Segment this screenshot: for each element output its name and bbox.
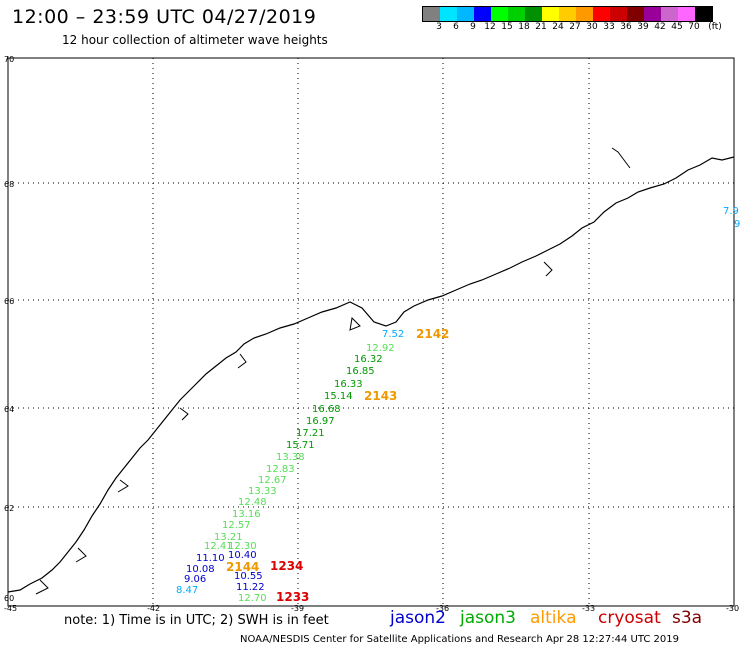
colorbar-swatch: [423, 7, 440, 21]
colorbar-label: 42: [654, 22, 666, 32]
colorbar-swatch: [457, 7, 474, 21]
longitude-label: -39: [291, 604, 304, 613]
colorbar-swatch: [559, 7, 576, 21]
map-subtitle: 12 hour collection of altimeter wave hei…: [62, 33, 328, 47]
greenland-coastline: [7, 156, 735, 593]
jason3-swh-value: 16.97: [306, 416, 335, 427]
colorbar-label: 36: [620, 22, 632, 32]
colorbar-swatch: [644, 7, 661, 21]
colorbar-label: (ft): [708, 22, 722, 32]
graticule: [8, 58, 734, 606]
colorbar-label: 30: [586, 22, 598, 32]
jason3-swh-value: 12.41: [204, 541, 233, 552]
longitude-label: -42: [147, 604, 160, 613]
jason3-swh-value: 13.38: [276, 452, 305, 463]
colorbar-swatch: [440, 7, 457, 21]
latitude-label: 60: [4, 594, 14, 603]
jason2-swh-value: 10.40: [228, 550, 257, 561]
jason2-swh-value: 11.10: [196, 553, 225, 564]
swh-value: 9: [734, 219, 740, 230]
map-frame: [7, 57, 735, 607]
colorbar-labels: 3 6 9 12 15 18 21 24 27 30 33 36 39 42 45 70 (ft): [422, 22, 740, 34]
colorbar-swatch: [593, 7, 610, 21]
colorbar-swatch: [542, 7, 559, 21]
jason3-swh-value: 15.14: [324, 391, 353, 402]
jason3-swh-value: 12.48: [238, 497, 267, 508]
jason2-swh-value: 11.22: [236, 582, 265, 593]
altika-pass-id: 2143: [364, 389, 397, 403]
latitude-label: 70: [4, 55, 14, 64]
swh-value: 8.47: [176, 585, 198, 596]
footnote: note: 1) Time is in UTC; 2) SWH is in fe…: [64, 613, 329, 628]
jason3-swh-value: 16.33: [334, 379, 363, 390]
jason3-swh-value: 12.30: [228, 541, 257, 552]
jason3-swh-value: 16.32: [354, 354, 383, 365]
jason3-swh-value: 13.33: [248, 486, 277, 497]
colorbar-swatch: [678, 7, 695, 21]
jason2-swh-value: 10.55: [234, 571, 263, 582]
colorbar-swatch: [525, 7, 542, 21]
longitude-label: -30: [726, 604, 739, 613]
jason3-swh-value: 16.85: [346, 366, 375, 377]
colorbar-label: 18: [518, 22, 530, 32]
colorbar-label: 21: [535, 22, 547, 32]
longitude-label: -36: [436, 604, 449, 613]
colorbar-swatch: [627, 7, 644, 21]
swh-value: 7.52: [382, 329, 404, 340]
cryosat-pass-id: 1233: [276, 590, 309, 604]
latitude-label: 64: [4, 405, 14, 414]
colorbar-label: 70: [688, 22, 700, 32]
map-title: 12:00 – 23:59 UTC 04/27/2019: [12, 6, 317, 28]
satellite-legend-jason2: jason2: [390, 608, 446, 628]
colorbar-label: 6: [453, 22, 459, 32]
credit-footer: NOAA/NESDIS Center for Satellite Applica…: [240, 634, 679, 645]
colorbar-swatch: [695, 7, 712, 21]
colorbar-swatch: [610, 7, 627, 21]
cryosat-pass-id: 1234: [270, 559, 303, 573]
jason3-swh-value: 17.21: [296, 428, 325, 439]
jason3-swh-value: 12.67: [258, 475, 287, 486]
jason3-swh-value: 16.68: [312, 404, 341, 415]
longitude-label: -45: [4, 604, 17, 613]
colorbar-swatch: [661, 7, 678, 21]
jason3-swh-value: 12.70: [238, 593, 267, 604]
satellite-legend-s3a: s3a: [672, 608, 703, 628]
jason3-swh-value: 12.83: [266, 464, 295, 475]
jason3-swh-value: 12.92: [366, 343, 395, 354]
satellite-legend-altika: altika: [530, 608, 577, 628]
colorbar-label: 12: [484, 22, 496, 32]
altika-pass-id: 2144: [226, 560, 259, 574]
jason2-swh-value: 10.08: [186, 564, 215, 575]
colorbar-label: 9: [470, 22, 476, 32]
jason3-swh-value: 13.16: [232, 509, 261, 520]
colorbar-swatch: [576, 7, 593, 21]
satellite-legend-jason3: jason3: [460, 608, 516, 628]
wave-height-colorbar: [422, 6, 713, 22]
longitude-label: -33: [582, 604, 595, 613]
greenland-coastline-islands: [35, 147, 631, 595]
latitude-label: 68: [4, 180, 14, 189]
colorbar-label: 27: [569, 22, 581, 32]
jason2-swh-value: 9.06: [184, 574, 206, 585]
latitude-label: 62: [4, 504, 14, 513]
colorbar-label: 24: [552, 22, 564, 32]
colorbar-swatch: [491, 7, 508, 21]
jason3-swh-value: 12.57: [222, 520, 251, 531]
colorbar-label: 45: [671, 22, 683, 32]
colorbar-label: 3: [436, 22, 442, 32]
jason3-swh-value: 15.71: [286, 440, 315, 451]
latitude-label: 66: [4, 297, 14, 306]
satellite-legend-cryosat: cryosat: [598, 608, 661, 628]
altika-pass-id: 2142: [416, 327, 449, 341]
colorbar-label: 15: [501, 22, 513, 32]
jason3-swh-value: 13.21: [214, 532, 243, 543]
colorbar-label: 39: [637, 22, 649, 32]
colorbar-label: 33: [603, 22, 615, 32]
colorbar-swatch: [508, 7, 525, 21]
swh-value: 7.9: [723, 206, 739, 217]
colorbar-swatch: [474, 7, 491, 21]
